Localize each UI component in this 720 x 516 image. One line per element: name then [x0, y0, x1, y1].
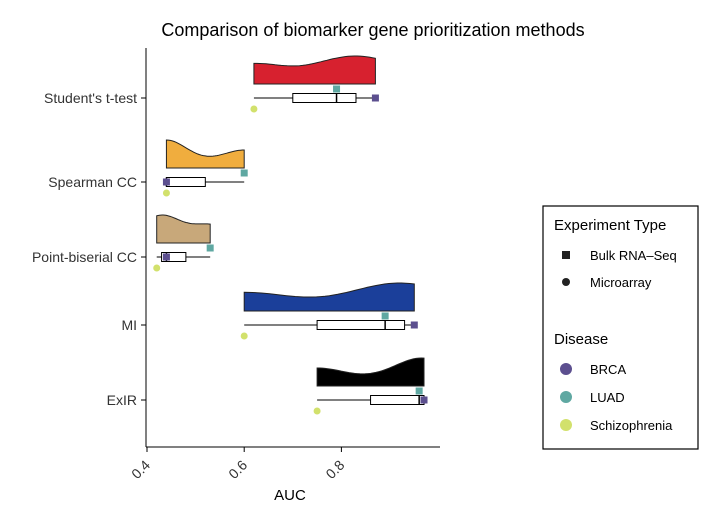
plot-area	[153, 55, 428, 415]
y-tick-label: MI	[121, 317, 137, 333]
data-point-microarray	[153, 264, 161, 272]
density-cloud	[316, 357, 425, 387]
data-point-microarray	[250, 105, 258, 113]
data-point-bulk	[381, 312, 389, 320]
legend-disease-swatch	[560, 419, 572, 431]
legend-item-label: Microarray	[590, 275, 652, 290]
legend-box	[542, 205, 699, 450]
legend-item-label: LUAD	[590, 390, 625, 405]
x-tick-label: 0.4	[128, 457, 153, 482]
legend-item-label: Schizophrenia	[590, 418, 673, 433]
legend-disease-swatch	[560, 391, 572, 403]
data-point-microarray	[313, 407, 321, 415]
axes: Student's t-test Spearman CC Point-biseria…	[32, 48, 440, 482]
data-point-bulk	[415, 387, 423, 395]
data-point-microarray	[162, 189, 170, 197]
density-cloud	[253, 55, 376, 85]
method-group	[153, 214, 214, 272]
legend-experiment-title: Experiment Type	[554, 217, 666, 234]
x-tick-label: 0.8	[322, 457, 347, 482]
data-point-bulk	[420, 396, 428, 404]
box-iqr	[370, 395, 425, 405]
data-point-bulk	[240, 169, 248, 177]
box-iqr	[165, 177, 206, 187]
data-point-microarray	[240, 332, 248, 340]
density-cloud	[156, 214, 211, 244]
data-point-bulk	[410, 321, 418, 329]
data-point-bulk	[371, 94, 379, 102]
data-point-bulk	[162, 178, 170, 186]
legend: Experiment Type Disease Bulk RNA–Seq Micr…	[542, 205, 699, 450]
data-point-bulk	[206, 244, 214, 252]
data-point-bulk	[333, 85, 341, 93]
legend-circle-symbol	[562, 278, 570, 286]
legend-item-label: BRCA	[590, 362, 626, 377]
chart-title: Comparison of biomarker gene prioritizat…	[161, 20, 584, 40]
data-point-bulk	[162, 253, 170, 261]
box-iqr	[292, 93, 357, 103]
x-axis-title: AUC	[274, 487, 306, 504]
legend-item-label: Bulk RNA–Seq	[590, 248, 677, 263]
x-tick-label: 0.6	[225, 457, 250, 482]
box-iqr	[161, 252, 187, 262]
y-tick-label: Student's t-test	[44, 90, 137, 106]
method-group	[240, 282, 418, 340]
legend-square-symbol	[562, 251, 570, 259]
density-cloud	[243, 282, 415, 312]
method-group	[313, 357, 428, 415]
method-group	[250, 55, 379, 113]
y-tick-label: ExIR	[107, 392, 137, 408]
y-tick-label: Spearman CC	[48, 174, 137, 190]
legend-disease-title: Disease	[554, 331, 608, 348]
density-cloud	[165, 139, 245, 169]
box-iqr	[316, 320, 406, 330]
y-tick-label: Point-biserial CC	[32, 249, 137, 265]
legend-disease-swatch	[560, 363, 572, 375]
method-group	[162, 139, 248, 197]
